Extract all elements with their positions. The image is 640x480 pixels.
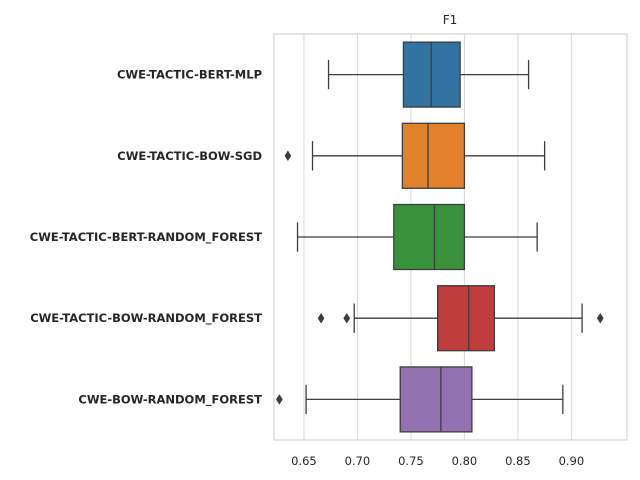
category-labels: CWE-TACTIC-BERT-MLP CWE-TACTIC-BOW-SGD CWE… bbox=[30, 68, 262, 408]
category-label: CWE-BOW-RANDOM_FOREST bbox=[78, 392, 262, 407]
boxes bbox=[275, 41, 604, 433]
box-group bbox=[296, 203, 538, 271]
box-iqr bbox=[437, 285, 496, 352]
box-iqr bbox=[401, 122, 466, 189]
plot-frame bbox=[273, 33, 628, 441]
x-tick-labels: 0.65 0.70 0.75 0.80 0.85 0.90 bbox=[291, 454, 584, 468]
outlier-point bbox=[284, 150, 292, 162]
category-label: CWE-TACTIC-BERT-MLP bbox=[117, 68, 262, 82]
category-label: CWE-TACTIC-BERT-RANDOM_FOREST bbox=[30, 230, 262, 245]
x-tick-label: 0.75 bbox=[398, 454, 424, 468]
x-tick-label: 0.85 bbox=[505, 454, 531, 468]
category-label: CWE-TACTIC-BOW-SGD bbox=[117, 149, 262, 163]
x-tick-label: 0.80 bbox=[452, 454, 478, 468]
category-label: CWE-TACTIC-BOW-RANDOM_FOREST bbox=[30, 311, 262, 326]
box-group bbox=[275, 366, 564, 433]
x-tick-label: 0.70 bbox=[345, 454, 371, 468]
box-iqr bbox=[399, 366, 473, 433]
outlier-point bbox=[275, 394, 283, 405]
box-group bbox=[284, 122, 546, 189]
outlier-point bbox=[343, 312, 351, 324]
chart-title: F1 bbox=[443, 13, 458, 27]
outlier-point bbox=[596, 312, 604, 324]
box-iqr bbox=[393, 203, 466, 271]
box-group bbox=[317, 285, 604, 352]
box-group bbox=[327, 41, 530, 108]
x-tick-label: 0.90 bbox=[559, 454, 585, 468]
x-tick-label: 0.65 bbox=[291, 454, 317, 468]
outlier-point bbox=[317, 312, 325, 324]
